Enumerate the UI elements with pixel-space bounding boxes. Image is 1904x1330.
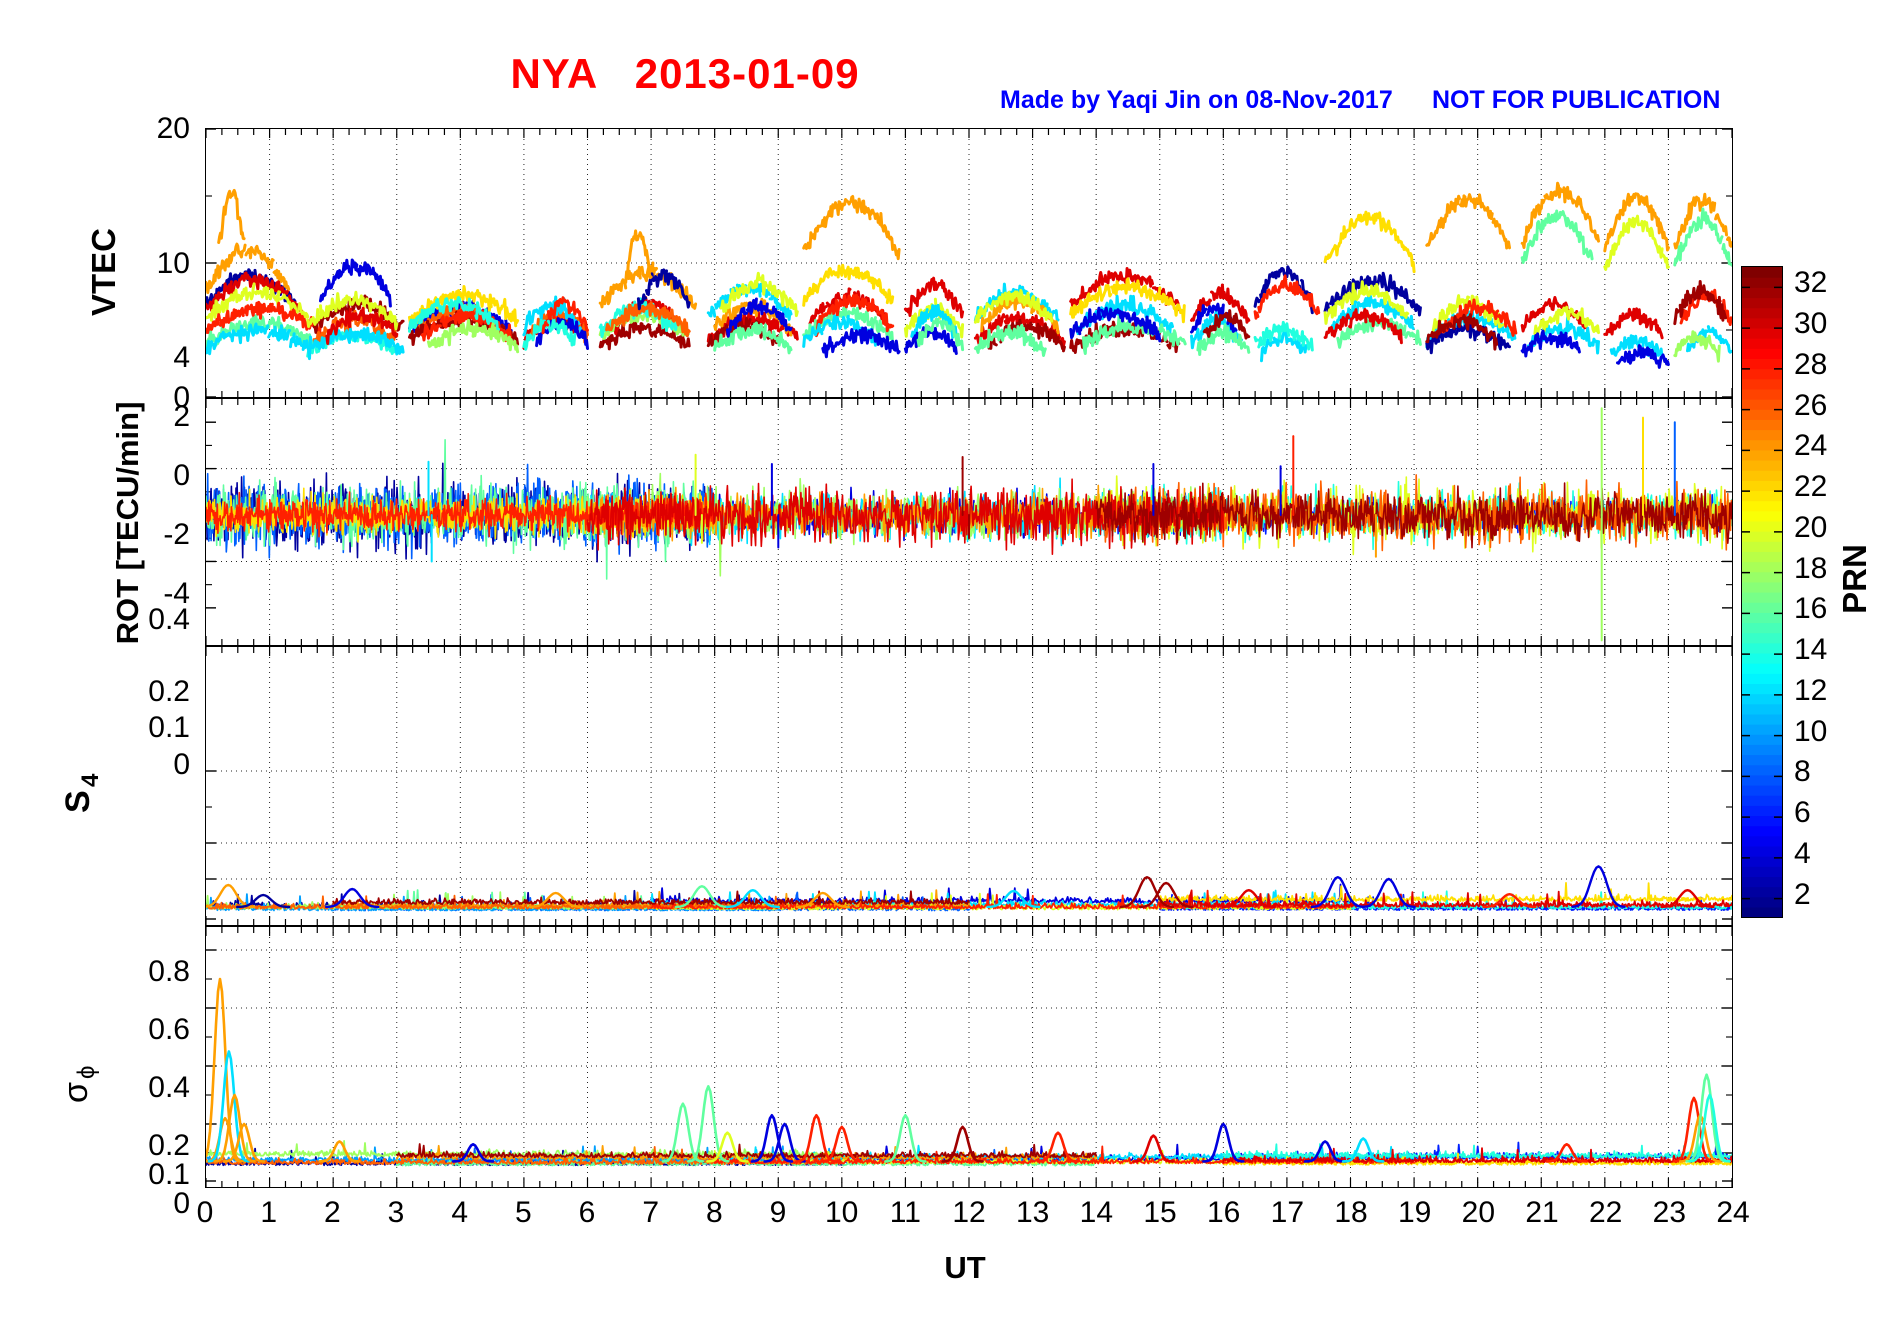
colorbar (1741, 266, 1783, 918)
x-tick-11: 11 (889, 1196, 921, 1229)
panel-s4-ylabel: S (59, 790, 97, 813)
panel-s4-ytick-02: 0.2 (148, 675, 190, 708)
x-tick-12: 12 (952, 1196, 986, 1229)
figure-title: NYA 2013-01-09 (510, 50, 860, 97)
panel-sigma-phi-ytick-0: 0 (173, 1187, 190, 1220)
panel-sigma-phi-ytick-01: 0.1 (148, 1158, 190, 1191)
colorbar-tick-32: 32 (1794, 266, 1828, 300)
x-tick-18: 18 (1334, 1196, 1368, 1229)
not-for-publication-annotation: NOT FOR PUBLICATION (1432, 86, 1721, 114)
colorbar-tick-18: 18 (1794, 551, 1828, 585)
panel-sigma-phi-ytick-04: 0.4 (148, 1071, 190, 1104)
colorbar-tick-26: 26 (1794, 388, 1828, 422)
colorbar-tick-16: 16 (1794, 592, 1828, 626)
x-tick-13: 13 (1015, 1196, 1050, 1229)
colorbar-tick-30: 30 (1794, 307, 1828, 341)
panel-rot-ytick-2: 2 (173, 400, 190, 433)
panel-s4-ylabel-subscript: 4 (77, 773, 104, 787)
colorbar-tick-4: 4 (1794, 836, 1811, 870)
colorbar-tick-22: 22 (1794, 470, 1828, 504)
x-tick-10: 10 (824, 1196, 859, 1229)
x-tick-16: 16 (1206, 1196, 1241, 1229)
panel-vtec-ytick-10: 10 (156, 247, 190, 280)
colorbar-tick-8: 8 (1794, 755, 1811, 789)
panel-vtec-ytick-0: 0 (173, 381, 190, 414)
x-tick-4: 4 (451, 1196, 468, 1229)
x-tick-0: 0 (196, 1196, 214, 1229)
panel-s4 (205, 646, 1733, 926)
made-by-annotation: Made by Yaqi Jin on 08-Nov-2017 (1000, 86, 1393, 114)
panel-sigma-phi (205, 926, 1733, 1188)
x-tick-15: 15 (1143, 1196, 1177, 1229)
x-tick-2: 2 (323, 1196, 341, 1229)
x-tick-22: 22 (1588, 1196, 1623, 1229)
colorbar-tick-6: 6 (1794, 796, 1811, 830)
colorbar-label: PRN (1836, 544, 1873, 614)
x-tick-17: 17 (1270, 1196, 1305, 1229)
colorbar-tick-20: 20 (1794, 510, 1828, 544)
panel-sigma-phi-ytick-08: 0.8 (148, 955, 190, 988)
colorbar-tick-12: 12 (1794, 673, 1828, 707)
panel-vtec-ytick-20: 20 (156, 112, 190, 145)
panel-s4-ytick-04: 0.4 (148, 603, 190, 636)
x-tick-24: 24 (1716, 1196, 1750, 1229)
x-tick-8: 8 (705, 1196, 723, 1229)
x-tick-3: 3 (387, 1196, 405, 1229)
x-tick-19: 19 (1397, 1196, 1432, 1229)
panel-sigma-phi-ytick-02: 0.2 (148, 1129, 190, 1162)
panel-vtec (205, 128, 1733, 398)
x-tick-23: 23 (1652, 1196, 1687, 1229)
panel-s4-ytick-0: 0 (173, 748, 190, 781)
colorbar-tick-28: 28 (1794, 347, 1828, 381)
panel-sigma-phi-ytick-06: 0.6 (148, 1013, 190, 1046)
colorbar-tick-10: 10 (1794, 714, 1828, 748)
x-axis-label: UT (944, 1250, 986, 1285)
x-tick-14: 14 (1079, 1196, 1114, 1229)
x-tick-1: 1 (260, 1196, 277, 1229)
panel-s4-ytick-01: 0.1 (148, 711, 190, 744)
x-tick-20: 20 (1461, 1196, 1496, 1229)
x-tick-7: 7 (642, 1196, 659, 1229)
x-tick-6: 6 (578, 1196, 596, 1229)
x-tick-5: 5 (514, 1196, 532, 1229)
panel-rot-ytick-0: 0 (173, 459, 190, 492)
x-tick-21: 21 (1525, 1196, 1559, 1229)
colorbar-tick-14: 14 (1794, 633, 1828, 667)
colorbar-tick-2: 2 (1794, 877, 1811, 911)
colorbar-tick-24: 24 (1794, 429, 1828, 463)
panel-rot-ytick-minus4: -4 (163, 577, 190, 610)
panel-rot-ytick-minus2: -2 (163, 518, 190, 551)
x-tick-9: 9 (769, 1196, 787, 1229)
panel-rot-ytick-4: 4 (173, 341, 190, 374)
panel-rot (205, 398, 1733, 646)
